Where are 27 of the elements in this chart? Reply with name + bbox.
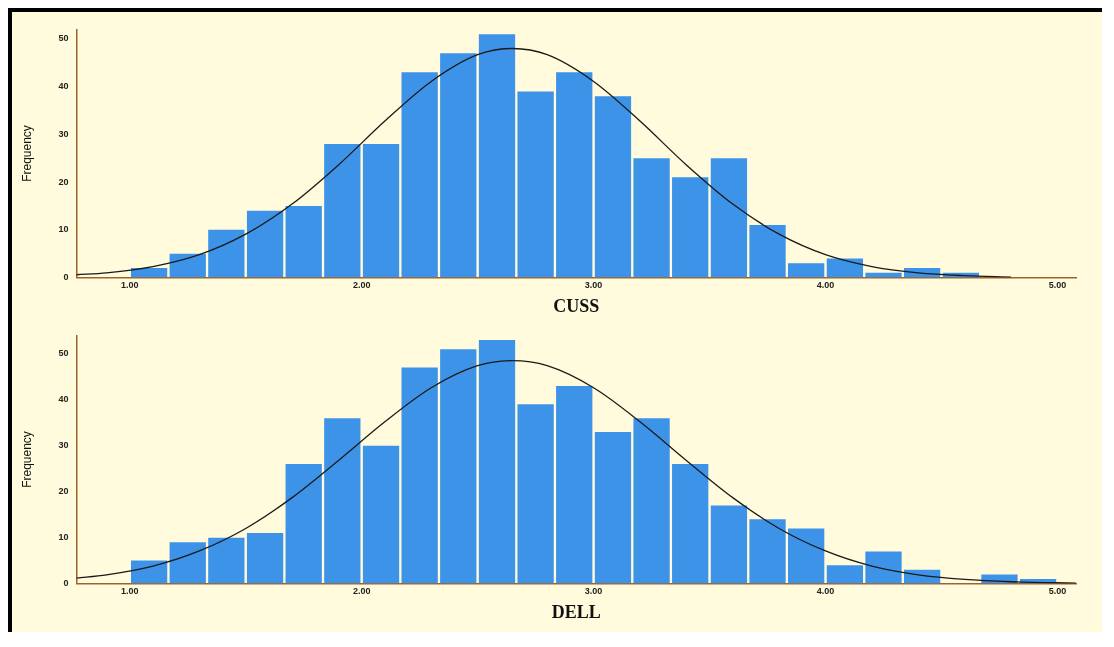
y-tick-label: 40 — [58, 81, 69, 92]
y-tick-label: 50 — [58, 348, 69, 359]
y-tick-label: 50 — [58, 33, 69, 44]
x-tick-label: 1.00 — [120, 586, 139, 597]
y-tick-label: 10 — [58, 224, 69, 235]
x-axis-title: CUSS — [553, 295, 600, 316]
x-tick-label: 3.00 — [584, 280, 603, 291]
y-axis-title: Frequency — [19, 431, 34, 488]
x-tick-label: 5.00 — [1048, 280, 1067, 291]
y-tick-label: 10 — [58, 532, 69, 543]
y-axis-title: Frequency — [19, 125, 34, 182]
y-tick-label: 30 — [58, 128, 69, 139]
x-tick-label: 4.00 — [816, 586, 835, 597]
x-tick-label: 2.00 — [352, 586, 371, 597]
line-series — [76, 47, 1012, 278]
y-tick-label: 20 — [58, 176, 69, 187]
y-tick-label: 30 — [58, 440, 69, 451]
x-tick-label: 5.00 — [1048, 586, 1067, 597]
x-tick-label: 1.00 — [120, 280, 139, 291]
y-tick-label: 0 — [63, 578, 69, 589]
x-axis-title: DELL — [551, 601, 601, 622]
y-tick-label: 20 — [58, 486, 69, 497]
y-tick-label: 40 — [58, 394, 69, 405]
x-tick-label: 2.00 — [352, 280, 371, 291]
x-tick-label: 4.00 — [816, 280, 835, 291]
y-tick-label: 0 — [63, 272, 69, 283]
x-tick-label: 3.00 — [584, 586, 603, 597]
